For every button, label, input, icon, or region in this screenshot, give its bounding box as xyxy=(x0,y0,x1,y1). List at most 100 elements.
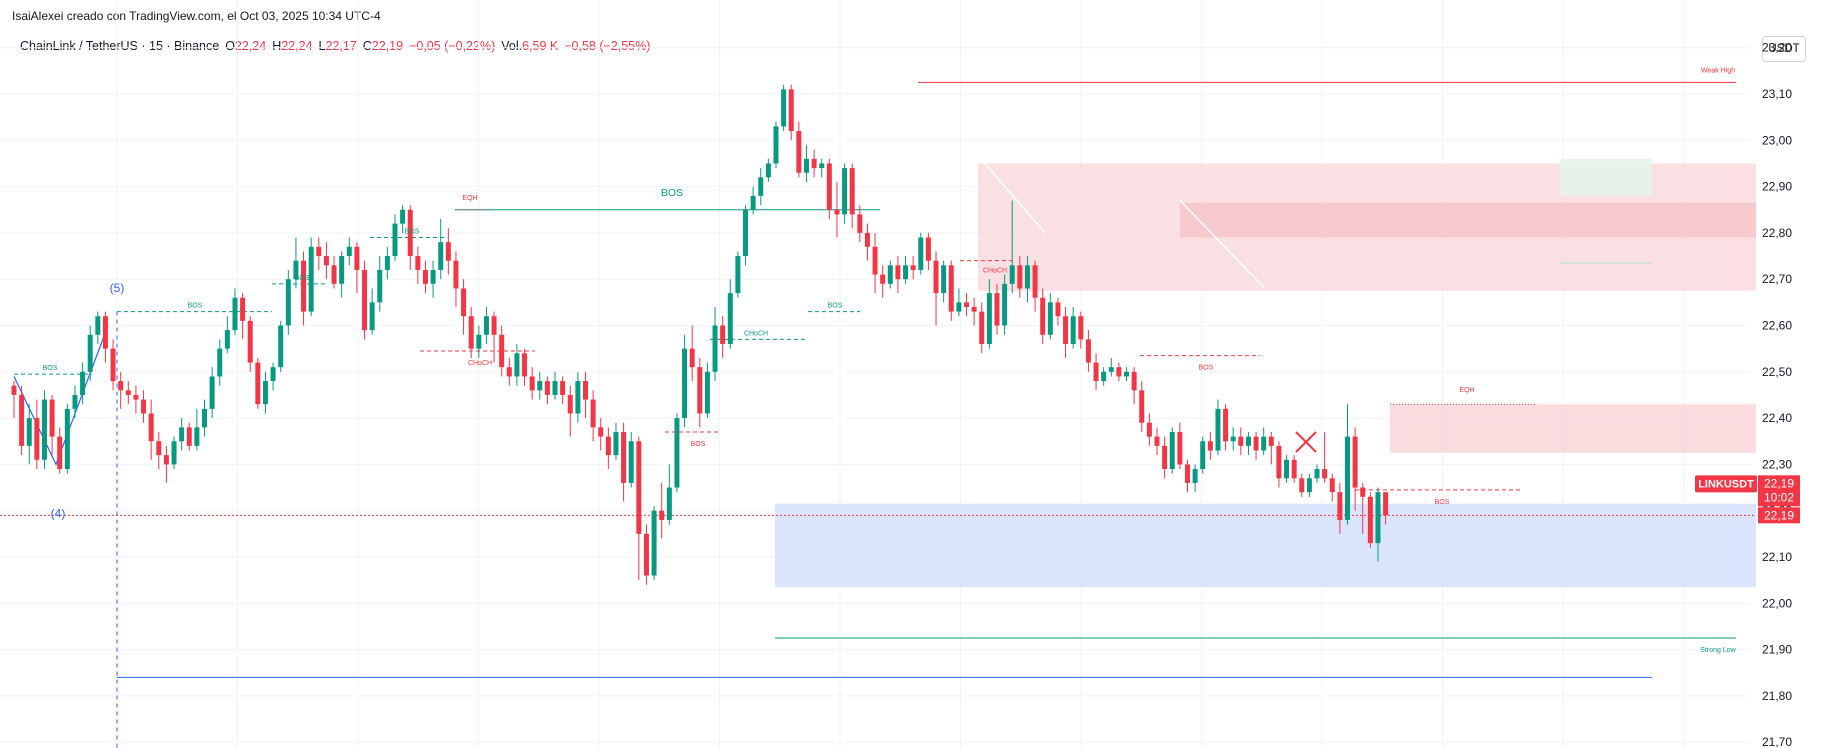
candle-body xyxy=(1291,459,1297,479)
candle-body xyxy=(834,209,840,215)
symbol-tag-label: LINKUSDT xyxy=(1698,478,1754,490)
price-tick-label: 22,60 xyxy=(1762,319,1792,333)
price-tick-label: 22,00 xyxy=(1762,596,1792,610)
candle-body xyxy=(1192,469,1198,483)
low-label: L xyxy=(318,39,326,53)
candle-body xyxy=(605,436,611,456)
candle-body xyxy=(255,362,261,405)
wave4-label: (4) xyxy=(51,507,66,521)
candle-body xyxy=(41,399,47,460)
candle-body xyxy=(1108,367,1114,372)
candle-body xyxy=(392,223,398,257)
bos-label: BOS xyxy=(188,303,203,310)
candle-body xyxy=(727,293,733,345)
candle-body xyxy=(1177,431,1183,465)
candle-body xyxy=(925,237,931,261)
candle-body xyxy=(461,288,467,317)
supply-zone-inner xyxy=(1180,202,1756,238)
candle-body xyxy=(1322,469,1328,479)
candle-body xyxy=(956,302,962,312)
price-tick-label: 22,50 xyxy=(1762,365,1792,379)
change-value: −0,05 (−0,22%) xyxy=(409,39,496,53)
candle-body xyxy=(773,126,779,164)
symbol-title[interactable]: ChainLink / TetherUS · 15 · Binance xyxy=(20,39,220,53)
candle-body xyxy=(339,256,345,284)
candle-body xyxy=(1101,371,1107,382)
candle-body xyxy=(323,256,329,266)
candle-body xyxy=(125,390,131,395)
candle-body xyxy=(1139,390,1145,423)
price-tick-label: 21,80 xyxy=(1762,689,1792,703)
bos-label: BOS xyxy=(828,303,843,310)
candle-body xyxy=(1154,436,1160,446)
price-tick-label: 23,10 xyxy=(1762,87,1792,101)
candle-body xyxy=(179,427,185,442)
candle-body xyxy=(1070,316,1076,345)
candle-body xyxy=(262,381,268,405)
candle-body xyxy=(674,418,680,488)
candle-body xyxy=(1261,436,1267,451)
candle-body xyxy=(529,376,535,391)
candle-body xyxy=(948,265,954,312)
candle-body xyxy=(171,441,177,465)
candle-body xyxy=(1314,469,1320,479)
countdown-label: 10:02 xyxy=(1764,490,1794,504)
candle-body xyxy=(224,330,230,349)
candle-body xyxy=(1337,492,1343,520)
candle-body xyxy=(583,381,588,400)
candle-body xyxy=(1009,265,1015,284)
candle-body xyxy=(643,533,649,576)
bos-label: BOS xyxy=(295,275,310,282)
candle-body xyxy=(910,265,916,270)
candle-body xyxy=(141,399,147,414)
bos-label: BOS xyxy=(1199,365,1214,372)
candle-body xyxy=(636,441,642,534)
candle-body xyxy=(362,269,368,331)
symbol-tag xyxy=(1695,475,1757,493)
candle-body xyxy=(1124,371,1130,377)
candle-body xyxy=(308,246,314,312)
candle-body xyxy=(217,348,223,377)
candle-body xyxy=(438,242,444,270)
candle-body xyxy=(1146,422,1152,437)
candle-body xyxy=(964,302,969,307)
candle-body xyxy=(285,279,291,326)
candle-body xyxy=(80,371,86,395)
candle-body xyxy=(1055,302,1061,317)
candle-body xyxy=(803,158,809,173)
target-zone xyxy=(1560,158,1652,196)
candle-body xyxy=(415,256,421,270)
candle-body xyxy=(453,260,459,289)
candle-body xyxy=(918,237,924,270)
candle-body xyxy=(1299,478,1305,493)
candle-body xyxy=(567,394,573,414)
candle-body xyxy=(49,399,55,437)
price-countdown-tag xyxy=(1758,475,1800,507)
candle-body xyxy=(1116,367,1122,377)
candle-body xyxy=(1002,283,1008,326)
candle-body xyxy=(979,311,985,345)
candle-body xyxy=(1276,445,1282,479)
price-tick-label: 21,70 xyxy=(1762,735,1792,748)
candle-body xyxy=(598,427,604,437)
candle-body xyxy=(1063,316,1069,345)
volume-label: Vol. xyxy=(501,39,523,53)
candle-body xyxy=(72,394,78,409)
bos-label: BOS xyxy=(661,187,683,199)
bos-label: BOS xyxy=(691,441,706,448)
supply-zone-lower xyxy=(1390,404,1756,453)
open-label: O xyxy=(225,39,235,53)
currency-button[interactable]: USDT xyxy=(1762,36,1806,62)
wave5-label: (5) xyxy=(110,281,125,295)
strong-low-label: Strong Low xyxy=(1700,647,1736,654)
eqh-label: EQH xyxy=(462,195,477,202)
candle-body xyxy=(346,246,352,257)
candle-body xyxy=(1017,265,1023,289)
candle-body xyxy=(102,316,108,349)
candle-body xyxy=(64,408,70,470)
candle-body xyxy=(1245,436,1251,446)
candle-body xyxy=(659,510,665,520)
choch-label: CHoCH xyxy=(744,330,768,337)
candle-body xyxy=(1215,408,1221,451)
